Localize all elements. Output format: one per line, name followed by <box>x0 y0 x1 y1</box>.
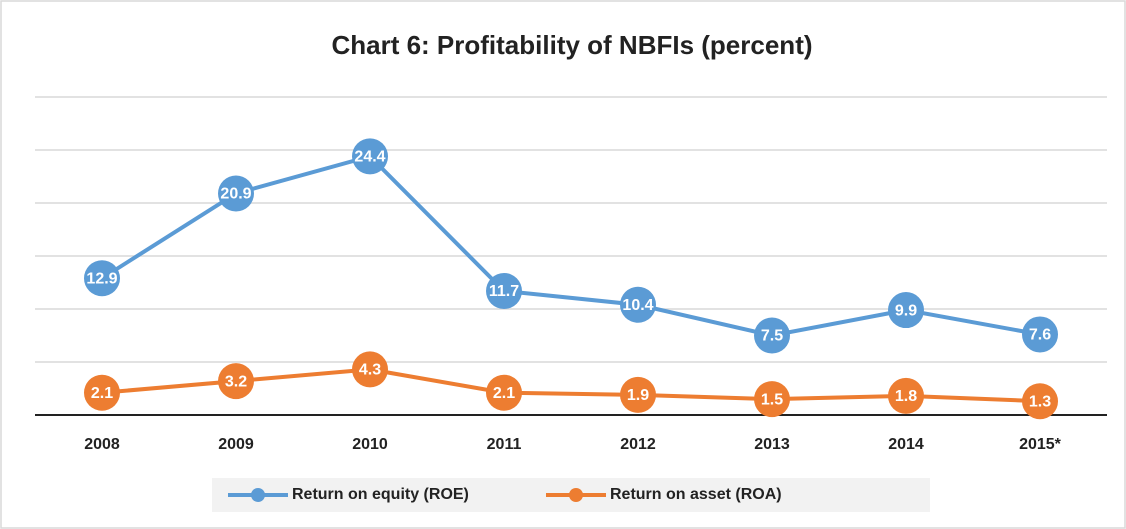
data-label: 4.3 <box>359 362 381 379</box>
chart-title: Chart 6: Profitability of NBFIs (percent… <box>331 30 812 60</box>
data-point <box>218 363 254 400</box>
data-label: 3.2 <box>225 373 247 390</box>
legend-marker <box>251 488 265 502</box>
data-point <box>486 272 522 309</box>
data-label: 24.4 <box>354 149 385 166</box>
data-label: 2.1 <box>493 385 515 402</box>
legend-label: Return on asset (ROA) <box>610 486 782 503</box>
data-label: 20.9 <box>220 186 251 203</box>
data-point <box>620 286 656 323</box>
x-tick-label: 2014 <box>888 436 924 453</box>
data-point <box>218 175 254 212</box>
data-point <box>888 377 924 414</box>
x-tick-label: 2012 <box>620 436 656 453</box>
data-label: 11.7 <box>489 283 519 300</box>
data-point <box>888 292 924 329</box>
data-point <box>1022 383 1058 420</box>
data-label: 10.4 <box>622 297 653 314</box>
data-point <box>620 376 656 413</box>
data-label: 9.9 <box>895 302 917 319</box>
data-label: 1.3 <box>1029 393 1051 410</box>
data-label: 2.1 <box>91 385 113 402</box>
data-label: 7.5 <box>761 328 783 345</box>
data-label: 7.6 <box>1029 327 1051 344</box>
data-point <box>486 374 522 411</box>
x-tick-label: 2015* <box>1019 436 1062 453</box>
x-tick-label: 2008 <box>84 436 120 453</box>
legend-label: Return on equity (ROE) <box>292 486 469 503</box>
data-label: 1.9 <box>627 387 649 404</box>
data-label: 12.9 <box>86 270 117 287</box>
data-point <box>352 351 388 388</box>
data-point <box>352 138 388 175</box>
data-point <box>84 260 120 297</box>
data-label: 1.5 <box>761 391 783 408</box>
legend-marker <box>569 488 583 502</box>
data-point <box>754 317 790 354</box>
x-tick-label: 2010 <box>352 436 388 453</box>
data-point <box>84 374 120 411</box>
x-tick-label: 2011 <box>487 436 522 453</box>
data-point <box>754 381 790 418</box>
series-line <box>100 154 1041 338</box>
data-point <box>1022 316 1058 353</box>
x-tick-label: 2013 <box>754 436 790 453</box>
series-line <box>101 367 1041 404</box>
x-tick-label: 2009 <box>218 436 254 453</box>
data-label: 1.8 <box>895 388 917 405</box>
